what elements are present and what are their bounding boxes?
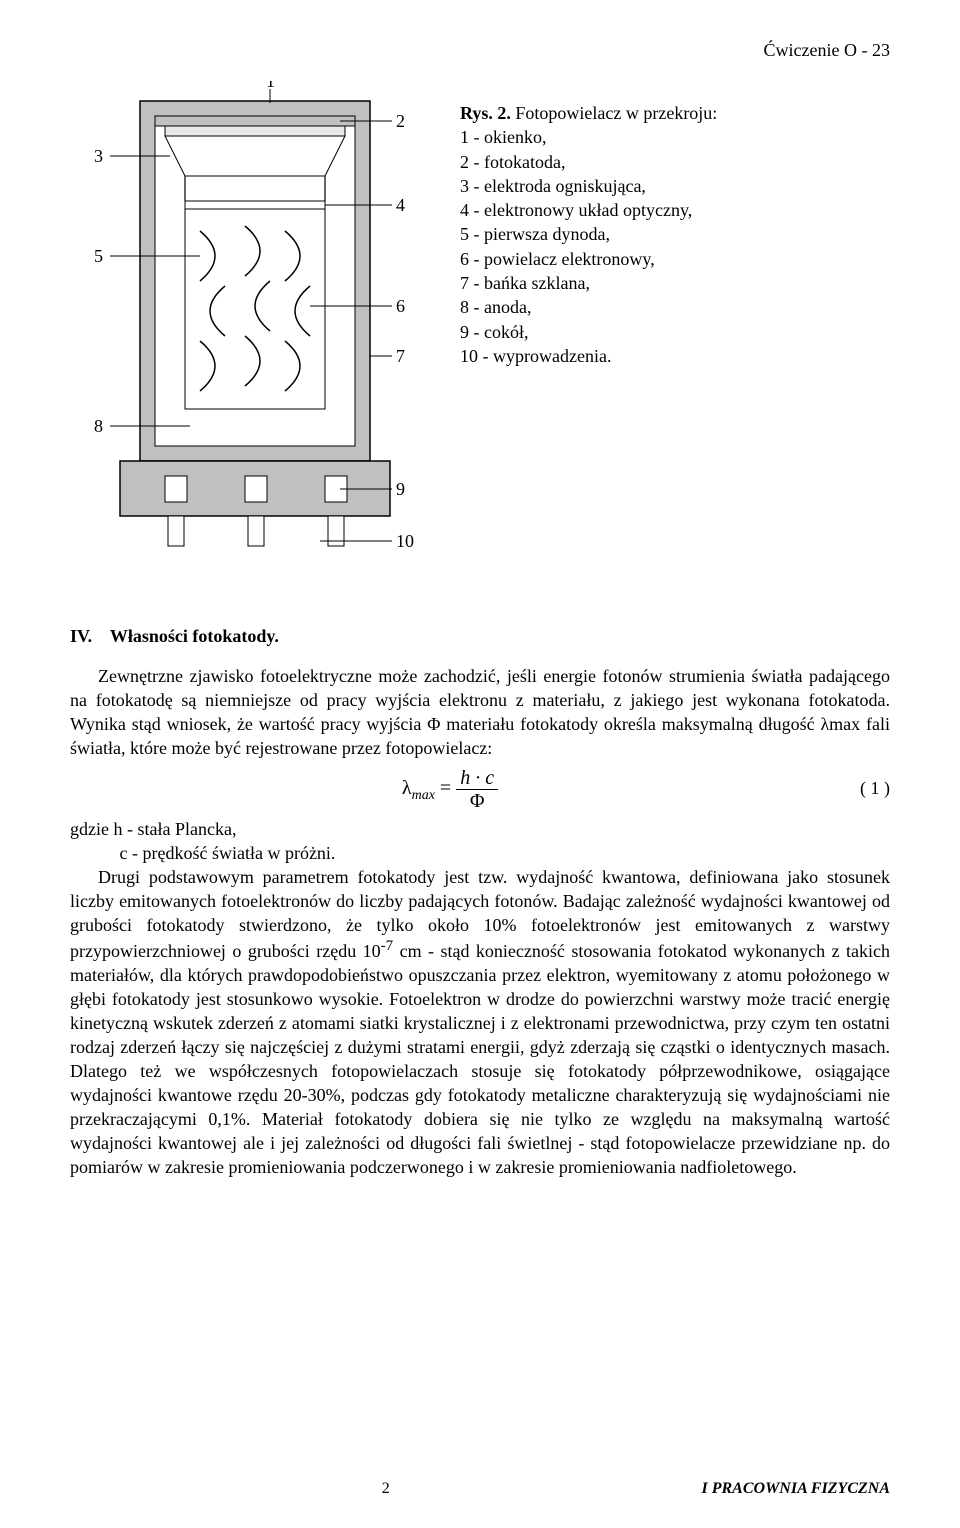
page-number: 2: [382, 1480, 390, 1498]
section-iv-body: Zewnętrzne zjawisko fotoelektryczne może…: [70, 665, 890, 1180]
fig-label-10: 10: [396, 531, 414, 551]
fig-label-4: 4: [396, 195, 405, 215]
eq-numerator: h · c: [456, 767, 498, 790]
fig-legend-7: 7 - bańka szklana,: [460, 273, 590, 293]
eq-lambda-sub: max: [412, 788, 435, 803]
figure-2-diagram: 1 2 3 4 5 6 7 8 9 10: [70, 81, 430, 576]
fig-legend-1: 1 - okienko,: [460, 127, 546, 147]
fig-label-8: 8: [94, 416, 103, 436]
eq-equals: =: [440, 777, 456, 799]
fig-legend-10: 10 - wyprowadzenia.: [460, 346, 611, 366]
where-line-2: c - prędkość światła w próżni.: [70, 842, 890, 866]
fig-label-3: 3: [94, 146, 103, 166]
paragraph-2: Drugi podstawowym parametrem fotokatody …: [70, 866, 890, 1180]
fig-legend-2: 2 - fotokatoda,: [460, 152, 565, 172]
where-line-1: gdzie h - stała Plancka,: [70, 818, 890, 842]
fig-legend-8: 8 - anoda,: [460, 297, 531, 317]
fig-legend-3: 3 - elektroda ogniskująca,: [460, 176, 646, 196]
fig-legend-6: 6 - powielacz elektronowy,: [460, 249, 655, 269]
fig-label-2: 2: [396, 111, 405, 131]
eq-lambda: λ: [402, 777, 412, 799]
figure-2-caption-prefix: Rys. 2.: [460, 103, 511, 123]
fig-legend-9: 9 - cokół,: [460, 322, 528, 342]
fig-label-6: 6: [396, 296, 405, 316]
figure-2-caption-rest: Fotopowielacz w przekroju:: [511, 103, 717, 123]
equation-1: λmax = h · c Φ ( 1 ): [70, 767, 890, 812]
section-iv-title: IV. Własności fotokatody.: [70, 626, 890, 647]
fig-legend-4: 4 - elektronowy układ optyczny,: [460, 200, 692, 220]
section-number: IV.: [70, 626, 92, 646]
fig-legend-5: 5 - pierwsza dynoda,: [460, 224, 610, 244]
fig-label-1: 1: [266, 81, 275, 91]
exponent-minus7: -7: [381, 938, 394, 954]
equation-1-number: ( 1 ): [830, 777, 890, 801]
figure-2-caption: Rys. 2. Fotopowielacz w przekroju: 1 - o…: [460, 81, 717, 368]
fig-label-7: 7: [396, 346, 405, 366]
eq-denominator: Φ: [456, 790, 498, 812]
figure-2-block: 1 2 3 4 5 6 7 8 9 10 Rys. 2. Fotopowiela…: [70, 81, 890, 576]
fig-label-5: 5: [94, 246, 103, 266]
running-header: Ćwiczenie O - 23: [70, 40, 890, 61]
page-footer: 2 I PRACOWNIA FIZYCZNA: [70, 1480, 890, 1498]
footer-right-text: I PRACOWNIA FIZYCZNA: [702, 1480, 890, 1498]
fig-label-9: 9: [396, 479, 405, 499]
paragraph-1: Zewnętrzne zjawisko fotoelektryczne może…: [70, 665, 890, 761]
section-heading: Własności fotokatody.: [110, 626, 279, 646]
